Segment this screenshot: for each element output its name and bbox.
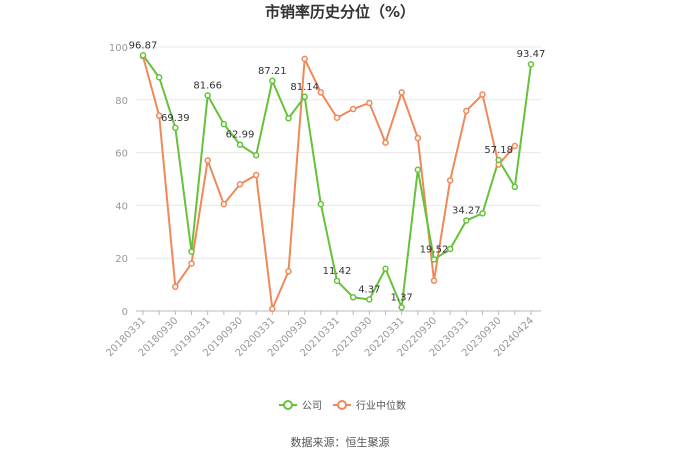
point-s1-20201231: [317, 89, 325, 96]
legend-company-label: 公司: [302, 401, 322, 412]
point-s0-20201231: [317, 200, 325, 208]
chart-title: 市销率历史分位（%）: [265, 3, 415, 21]
point-s0-20190331: [204, 92, 211, 99]
legend-item-company[interactable]: 公司: [279, 400, 322, 412]
point-s0-20220930: [430, 256, 438, 263]
point-s1-20191231: [252, 171, 260, 179]
point-s1-20200630: [285, 268, 292, 275]
point-s0-20221231: [446, 245, 454, 253]
data-label-20210331: 11.42: [323, 266, 352, 277]
point-s0-20230930: [495, 156, 502, 164]
point-s0-20220630: [414, 166, 422, 174]
y-tick-label-60: 60: [115, 149, 128, 160]
point-s1-20220331: [398, 89, 405, 96]
point-s0-20220331: [398, 304, 405, 311]
point-s0-20200630: [285, 115, 292, 122]
point-s1-20210331: [333, 114, 341, 122]
legend-item-industry[interactable]: 行业中位数: [333, 399, 406, 412]
point-s0-20191231: [252, 151, 260, 159]
point-s1-20230630: [479, 91, 486, 98]
legend-company-marker-icon: [283, 400, 293, 410]
point-s0-20230630: [479, 210, 486, 217]
point-s0-20190930: [236, 141, 244, 148]
data-label-20220331: 1.37: [391, 292, 413, 303]
data-label-20180930: 69.39: [161, 113, 190, 124]
y-tick-label-40: 40: [115, 201, 128, 212]
point-s1-20220630: [414, 134, 422, 142]
point-s1-20210930: [366, 99, 373, 107]
data-label-20240424: 93.47: [517, 49, 546, 60]
y-tick-label-0: 0: [122, 307, 128, 318]
data-label-20190331: 81.66: [193, 80, 222, 91]
point-s0-20230331: [463, 217, 470, 224]
point-s1-20231231: [511, 142, 519, 150]
data-label-20230331: 34.27: [452, 206, 481, 217]
point-s0-20180331: [139, 52, 147, 59]
point-s1-20180630: [155, 112, 163, 119]
point-s0-20240424: [527, 60, 535, 68]
point-s0-20211231: [382, 265, 389, 273]
point-s0-20180630: [155, 74, 163, 81]
point-s1-20230331: [463, 107, 470, 115]
legend-industry-marker-icon: [337, 400, 347, 410]
point-s0-20210630: [349, 294, 357, 301]
data-label-20200930: 81.14: [290, 82, 319, 93]
y-tick-label-80: 80: [115, 96, 128, 107]
data-label-20200331: 87.21: [258, 66, 287, 77]
point-s1-20190930: [236, 181, 244, 188]
point-s1-20210630: [349, 105, 357, 113]
data-label-20230930: 57.18: [484, 145, 513, 156]
point-s0-20190630: [220, 120, 228, 128]
point-s1-20181231: [188, 260, 195, 267]
point-s1-20200331: [269, 305, 276, 313]
data-label-20190930: 62.99: [226, 130, 255, 141]
point-s0-20181231: [188, 248, 195, 255]
point-s0-20231231: [511, 183, 519, 191]
point-s1-20200930: [301, 55, 308, 63]
legend-industry-label: 行业中位数: [356, 399, 406, 412]
grid: [136, 46, 541, 259]
point-s0-20180930: [172, 124, 179, 132]
series-line-1: [142, 55, 516, 310]
point-s0-20200930: [301, 93, 308, 101]
point-s1-20211231: [382, 139, 389, 146]
point-s1-20190630: [220, 200, 228, 208]
data-label-20210930: 4.37: [358, 284, 380, 295]
data-label-20220930: 19.52: [420, 244, 449, 255]
y-tick-label-20: 20: [115, 254, 128, 265]
point-s1-20180930: [172, 283, 179, 290]
data-source: 数据来源：恒生聚源: [291, 435, 390, 449]
point-s1-20220930: [430, 277, 438, 284]
point-s1-20221231: [446, 177, 454, 184]
y-tick-label-100: 100: [109, 43, 128, 54]
point-s0-20200331: [269, 77, 276, 85]
legend: 公司 行业中位数: [279, 399, 406, 412]
data-label-20180331: 96.87: [129, 40, 158, 51]
point-s0-20210930: [366, 296, 373, 303]
point-s0-20210331: [333, 277, 341, 285]
point-s1-20190331: [204, 157, 211, 164]
series-points: [139, 52, 535, 313]
